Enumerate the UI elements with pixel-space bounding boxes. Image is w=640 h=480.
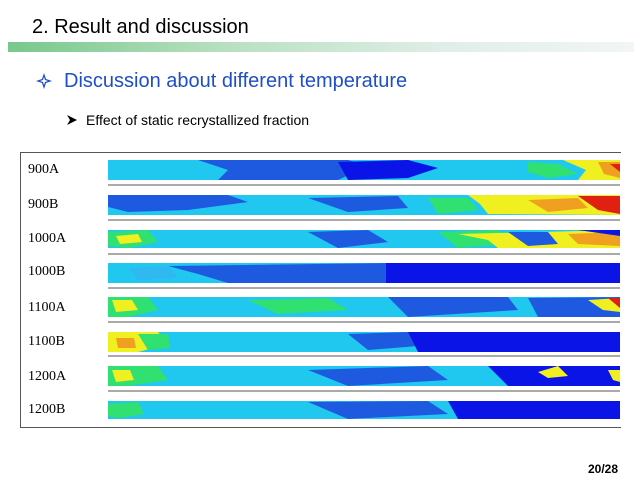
contour-strip-1200a xyxy=(108,366,620,386)
figure-frame xyxy=(20,152,621,428)
header-divider xyxy=(8,42,634,52)
contour-strip-1000a xyxy=(108,230,620,248)
contour-strip-1100a xyxy=(108,297,620,317)
contour-strip-900b xyxy=(108,195,620,215)
diamond-bullet-icon xyxy=(36,73,52,89)
row-label-900b: 900B xyxy=(28,197,59,212)
contour-strip-900a xyxy=(108,160,620,180)
row-label-1200b: 1200B xyxy=(28,402,66,417)
recrystallization-figure: 900A 900B 1000A 1000B 1100A 1100B 1200A … xyxy=(20,152,622,428)
row-label-1100b: 1100B xyxy=(28,334,65,349)
contour-strip-1000b xyxy=(108,263,620,283)
section-heading: Discussion about different temperature xyxy=(36,68,407,94)
row-separators xyxy=(108,184,620,392)
row-label-900a: 900A xyxy=(28,162,60,177)
section-heading-text: Discussion about different temperature xyxy=(64,69,408,92)
subsection-bullet: Effect of static recrystallized fraction xyxy=(66,110,309,130)
row-label-1200a: 1200A xyxy=(28,369,67,384)
header-title: 2. Result and discussion xyxy=(32,16,249,38)
subsection-text: Effect of static recrystallized fraction xyxy=(86,112,310,128)
row-label-1000b: 1000B xyxy=(28,264,66,279)
row-label-1000a: 1000A xyxy=(28,231,67,246)
contour-strip-1100b xyxy=(108,332,620,352)
row-label-1100a: 1100A xyxy=(28,300,66,315)
contour-strips xyxy=(108,160,620,419)
page-number: 20/28 xyxy=(587,462,618,476)
arrow-bullet-icon xyxy=(67,115,77,125)
contour-strip-1200b xyxy=(108,401,620,419)
